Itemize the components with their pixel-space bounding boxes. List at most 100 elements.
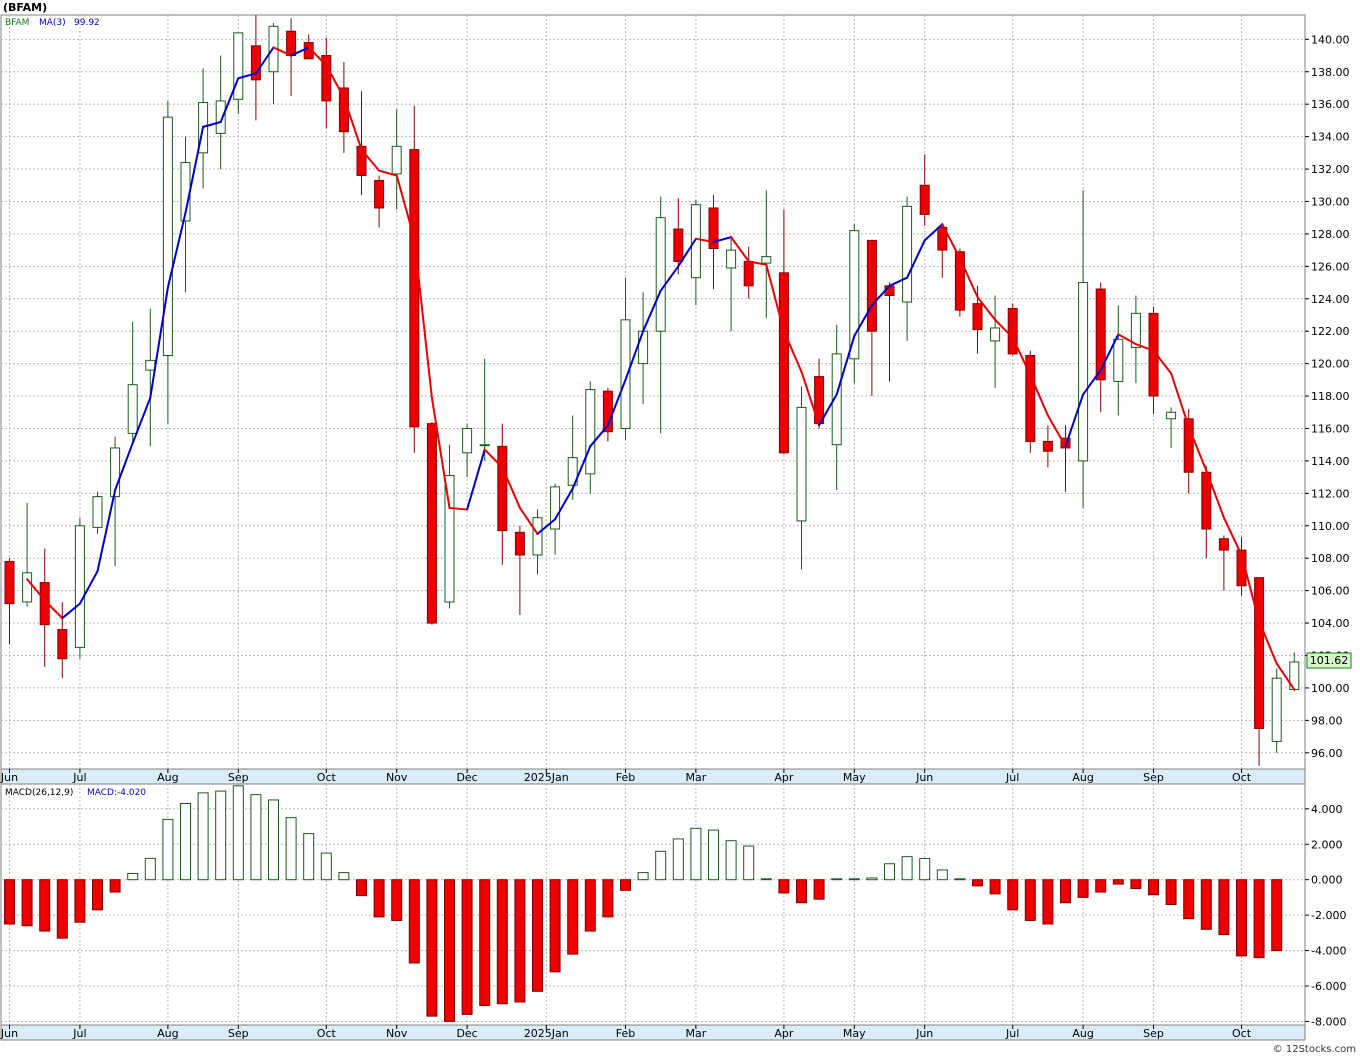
ma-segment [184,125,205,214]
macd-bar [356,879,367,897]
price-tick-label: 104.00 [1311,617,1350,630]
month-label: Jul [72,1027,86,1040]
ma-segment [325,64,345,99]
ma-segment [272,46,293,57]
ma-segment [61,602,81,620]
ma-segment [835,335,856,396]
macd-bar [1253,879,1265,959]
macd-bar [972,879,983,887]
price-candles [4,15,1300,766]
ma-segment [395,174,416,240]
month-label: Sep [228,771,249,784]
ma-segment [219,77,240,124]
ma-segment [131,396,152,445]
ma-segment [923,223,944,242]
macd-bar [584,879,596,932]
macd-panel [0,783,1306,1026]
macd-bar [215,790,227,881]
macd-bar [144,857,156,881]
month-label: Apr [774,1027,794,1040]
legend-ma-value: 99.92 [74,18,100,28]
macd-bar [303,833,315,881]
price-tick-label: 122.00 [1311,325,1350,338]
ma-segment [149,286,169,399]
candle-body [1113,338,1124,382]
candle-body [796,406,807,522]
macd-bar [74,879,86,923]
candle-body [620,319,631,429]
ma-segment [1046,414,1067,448]
candle-body [1130,312,1141,348]
ma-segment [96,489,117,573]
ma-segment [853,304,873,338]
month-label: Sep [1143,1027,1164,1040]
macd-bar [936,869,948,881]
candle-body [743,260,754,287]
month-label: Aug [157,1027,178,1040]
candle-body [127,384,138,434]
macd-bar [655,850,667,881]
ma-segment [1258,620,1278,665]
ma-segment [1205,469,1225,519]
macd-bar [567,879,579,955]
price-month-strip [0,768,1306,785]
candle-body [444,475,455,603]
macd-bar [1183,879,1195,920]
ma-segment [659,265,680,292]
candle-body [972,303,983,331]
ma-segment [518,506,539,535]
candle-body [215,100,226,134]
ma-segment [958,257,979,299]
candle-body [92,496,103,528]
macd-bar [444,879,455,1022]
candle-body [1166,411,1177,420]
ma-segment [765,263,785,333]
price-tick-label: 114.00 [1311,455,1350,468]
macd-month-strip [0,1024,1306,1041]
price-grid [1,15,1305,769]
macd-bar [796,879,807,904]
ma-segment [1064,393,1085,448]
month-label: Jun [915,771,933,784]
macd-bar [919,857,931,881]
macd-bar [1060,879,1071,904]
candle-body [550,486,561,530]
ma-segment [1134,343,1155,352]
price-tick-label: 120.00 [1311,358,1350,371]
macd-bar [39,879,51,932]
macd-bar [778,879,790,894]
macd-tick-label: -2.000 [1311,909,1346,922]
month-label: Oct [317,1027,337,1040]
candle-body [356,145,367,177]
ma-segment [413,237,433,399]
price-tick-label: 96.00 [1311,747,1343,760]
ma-segment [694,237,715,244]
ma-segment [1170,372,1190,428]
macd-bar [1112,879,1124,885]
price-tick-label: 130.00 [1311,195,1350,208]
month-label: Feb [616,1027,635,1040]
candle-body [321,55,332,102]
month-label: Mar [686,1027,707,1040]
candle-body [1254,577,1265,729]
macd-bar [1165,879,1177,905]
macd-tick-label: -6.000 [1311,980,1346,993]
macd-bar [549,879,561,973]
price-tick-label: 116.00 [1311,422,1350,435]
candle-body [162,116,173,357]
month-label: Jul [1005,1027,1019,1040]
candle-body [532,517,543,556]
ma-segment [1082,369,1102,396]
month-label: Jul [1005,771,1019,784]
ma-segment [906,239,926,279]
macd-tick-label: 2.000 [1311,838,1343,851]
ma-segment [1222,516,1243,556]
month-label: Aug [1072,771,1093,784]
ma-segment [800,370,821,427]
price-tick-label: 100.00 [1311,682,1350,695]
candle-body [22,572,33,603]
macd-bar [180,802,191,881]
ma-segment [202,121,222,128]
month-label: Oct [1232,771,1252,784]
macd-bar [197,792,209,881]
